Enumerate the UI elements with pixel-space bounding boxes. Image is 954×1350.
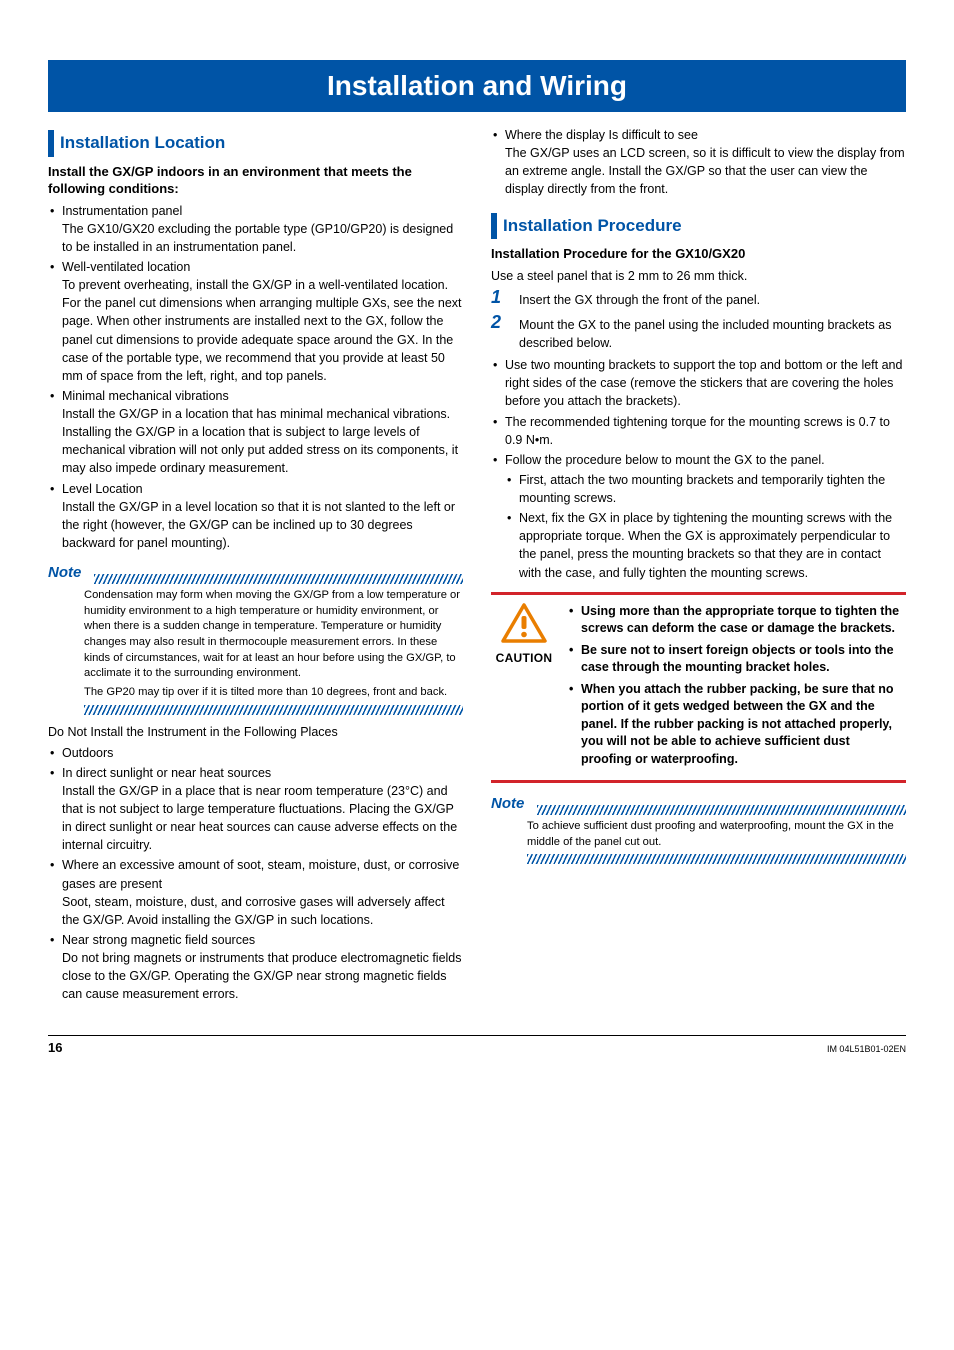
document-code: IM 04L51B01-02EN — [827, 1044, 906, 1054]
step-number: 1 — [491, 288, 519, 308]
caution-label: CAUTION — [491, 650, 557, 667]
conditions-list: Instrumentation panelThe GX10/GX20 exclu… — [48, 202, 463, 552]
avoid-heading: Do Not Install the Instrument in the Fol… — [48, 723, 463, 741]
section-installation-procedure: Installation Procedure — [491, 213, 906, 240]
caution-item: When you attach the rubber packing, be s… — [567, 681, 902, 769]
hatch-decoration — [527, 854, 906, 864]
step-number: 2 — [491, 313, 519, 333]
section-installation-location: Installation Location — [48, 130, 463, 157]
caution-icon — [501, 603, 547, 643]
list-item: Near strong magnetic field sourcesDo not… — [48, 931, 463, 1004]
list-item: Instrumentation panelThe GX10/GX20 exclu… — [48, 202, 463, 256]
step-1: 1 Insert the GX through the front of the… — [491, 288, 906, 309]
section-subhead: Install the GX/GP indoors in an environm… — [48, 163, 463, 198]
list-item: The recommended tightening torque for th… — [491, 413, 906, 449]
avoid-list: Outdoors In direct sunlight or near heat… — [48, 744, 463, 1004]
procedure-intro: Use a steel panel that is 2 mm to 26 mm … — [491, 267, 906, 285]
list-item: Level LocationInstall the GX/GP in a lev… — [48, 480, 463, 553]
page-footer: 16 IM 04L51B01-02EN — [48, 1035, 906, 1055]
note-label: Note — [491, 793, 530, 815]
hatch-decoration — [94, 574, 463, 584]
step-text: Insert the GX through the front of the p… — [519, 288, 906, 309]
list-item: Next, fix the GX in place by tightening … — [505, 509, 906, 582]
page-number: 16 — [48, 1040, 62, 1055]
list-item: In direct sunlight or near heat sourcesI… — [48, 764, 463, 855]
hatch-decoration — [537, 805, 906, 815]
caution-body: Using more than the appropriate torque t… — [567, 603, 902, 773]
note-text: The GP20 may tip over if it is tilted mo… — [84, 685, 463, 701]
list-item: Follow the procedure below to mount the … — [491, 451, 906, 582]
procedure-subhead: Installation Procedure for the GX10/GX20 — [491, 245, 906, 263]
section-head-text: Installation Location — [60, 130, 225, 157]
note-text: To achieve sufficient dust proofing and … — [527, 819, 906, 850]
list-item: Use two mounting brackets to support the… — [491, 356, 906, 410]
note-text: Condensation may form when moving the GX… — [84, 588, 463, 682]
note-block: Note To achieve sufficient dust proofing… — [491, 793, 906, 864]
step-text: Mount the GX to the panel using the incl… — [519, 313, 906, 352]
note-label: Note — [48, 562, 87, 584]
left-column: Installation Location Install the GX/GP … — [48, 126, 463, 1005]
caution-item: Be sure not to insert foreign objects or… — [567, 642, 902, 677]
procedure-bullets: Use two mounting brackets to support the… — [491, 356, 906, 582]
caution-box: CAUTION Using more than the appropriate … — [491, 592, 906, 784]
list-item: Minimal mechanical vibrationsInstall the… — [48, 387, 463, 478]
section-head-text: Installation Procedure — [503, 213, 682, 240]
list-item: Well-ventilated locationTo prevent overh… — [48, 258, 463, 385]
list-item: Outdoors — [48, 744, 463, 762]
list-item: Where an excessive amount of soot, steam… — [48, 856, 463, 929]
continued-avoid-list: Where the display Is difficult to seeThe… — [491, 126, 906, 199]
page-title: Installation and Wiring — [48, 60, 906, 112]
step-2: 2 Mount the GX to the panel using the in… — [491, 313, 906, 352]
hatch-decoration — [84, 705, 463, 715]
right-column: Where the display Is difficult to seeThe… — [491, 126, 906, 1005]
list-item: Where the display Is difficult to seeThe… — [491, 126, 906, 199]
caution-item: Using more than the appropriate torque t… — [567, 603, 902, 638]
note-block: Note Condensation may form when moving t… — [48, 562, 463, 714]
list-item: First, attach the two mounting brackets … — [505, 471, 906, 507]
